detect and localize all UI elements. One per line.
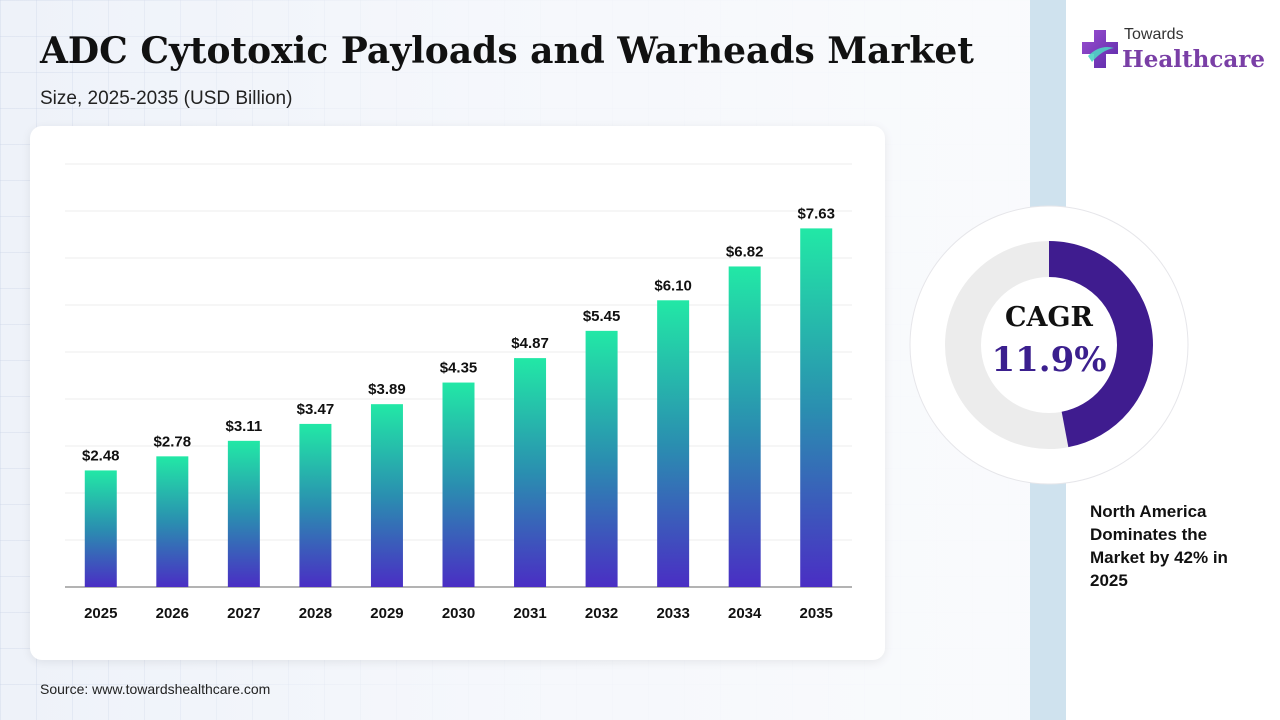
cagr-ring-arc — [945, 241, 1153, 449]
chart-title: ADC Cytotoxic Payloads and Warheads Mark… — [40, 30, 974, 72]
chart-subtitle: Size, 2025-2035 (USD Billion) — [40, 88, 293, 109]
bar-2032 — [585, 330, 618, 587]
bars: $2.48 $2.78 $3.11 $3.47 $3.89 $4.35 $4.87 $5.45… — [82, 205, 835, 587]
x-tick-label-2026: 2026 — [156, 605, 189, 622]
data-label-2034: $6.82 — [726, 243, 764, 260]
data-label-2026: $2.78 — [154, 433, 192, 450]
data-label-2031: $4.87 — [511, 335, 549, 352]
data-label-2025: $2.48 — [82, 447, 120, 464]
data-label-2032: $5.45 — [583, 308, 621, 325]
bar-2028 — [299, 423, 332, 587]
logo-text-towards: Towards — [1124, 26, 1184, 43]
bar-2030 — [442, 382, 475, 587]
x-tick-label-2030: 2030 — [442, 605, 475, 622]
bar-2027 — [227, 440, 260, 587]
x-tick-label-2035: 2035 — [800, 605, 833, 622]
source-citation[interactable]: Source: www.towardshealthcare.com — [40, 681, 271, 697]
x-tick-label-2032: 2032 — [585, 605, 618, 622]
region-highlight-note: North America Dominates the Market by 42… — [1090, 502, 1228, 590]
bar-2026 — [156, 456, 189, 587]
chart-card: $2.48 $2.78 $3.11 $3.47 $3.89 $4.35 $4.87 $5.45… — [30, 126, 885, 660]
data-label-2029: $3.89 — [368, 381, 406, 398]
bar-2035 — [800, 228, 833, 587]
x-tick-label-2034: 2034 — [728, 605, 762, 622]
x-tick-label-2033: 2033 — [656, 605, 689, 622]
data-label-2030: $4.35 — [440, 360, 478, 377]
data-label-2028: $3.47 — [297, 401, 335, 418]
bar-chart: $2.48 $2.78 $3.11 $3.47 $3.89 $4.35 $4.87 $5.45… — [65, 163, 852, 622]
data-label-2035: $7.63 — [797, 205, 835, 222]
bar-2034 — [728, 266, 761, 587]
data-label-2033: $6.10 — [654, 277, 692, 294]
bar-2029 — [370, 404, 403, 587]
cagr-ring — [909, 205, 1189, 485]
cagr-donut: CAGR 11.9% — [908, 204, 1190, 486]
x-tick-label-2025: 2025 — [84, 605, 117, 622]
bar-2033 — [657, 300, 690, 587]
cagr-value: 11.9% — [991, 340, 1107, 380]
x-tick-label-2031: 2031 — [513, 605, 546, 622]
x-tick-label-2027: 2027 — [227, 605, 260, 622]
x-tick-label-2029: 2029 — [370, 605, 403, 622]
bar-2025 — [84, 470, 117, 587]
cagr-label: CAGR — [1005, 302, 1093, 333]
data-label-2027: $3.11 — [226, 418, 263, 435]
logo-text-healthcare: Healthcare — [1122, 46, 1266, 73]
medical-cross-icon — [1082, 30, 1118, 68]
x-axis: 2025 2026 2027 2028 2029 2030 2031 2032 2033 2034… — [84, 605, 833, 622]
brand-logo[interactable]: Towards Healthcare — [1080, 26, 1270, 76]
x-tick-label-2028: 2028 — [299, 605, 332, 622]
bar-2031 — [514, 358, 547, 587]
